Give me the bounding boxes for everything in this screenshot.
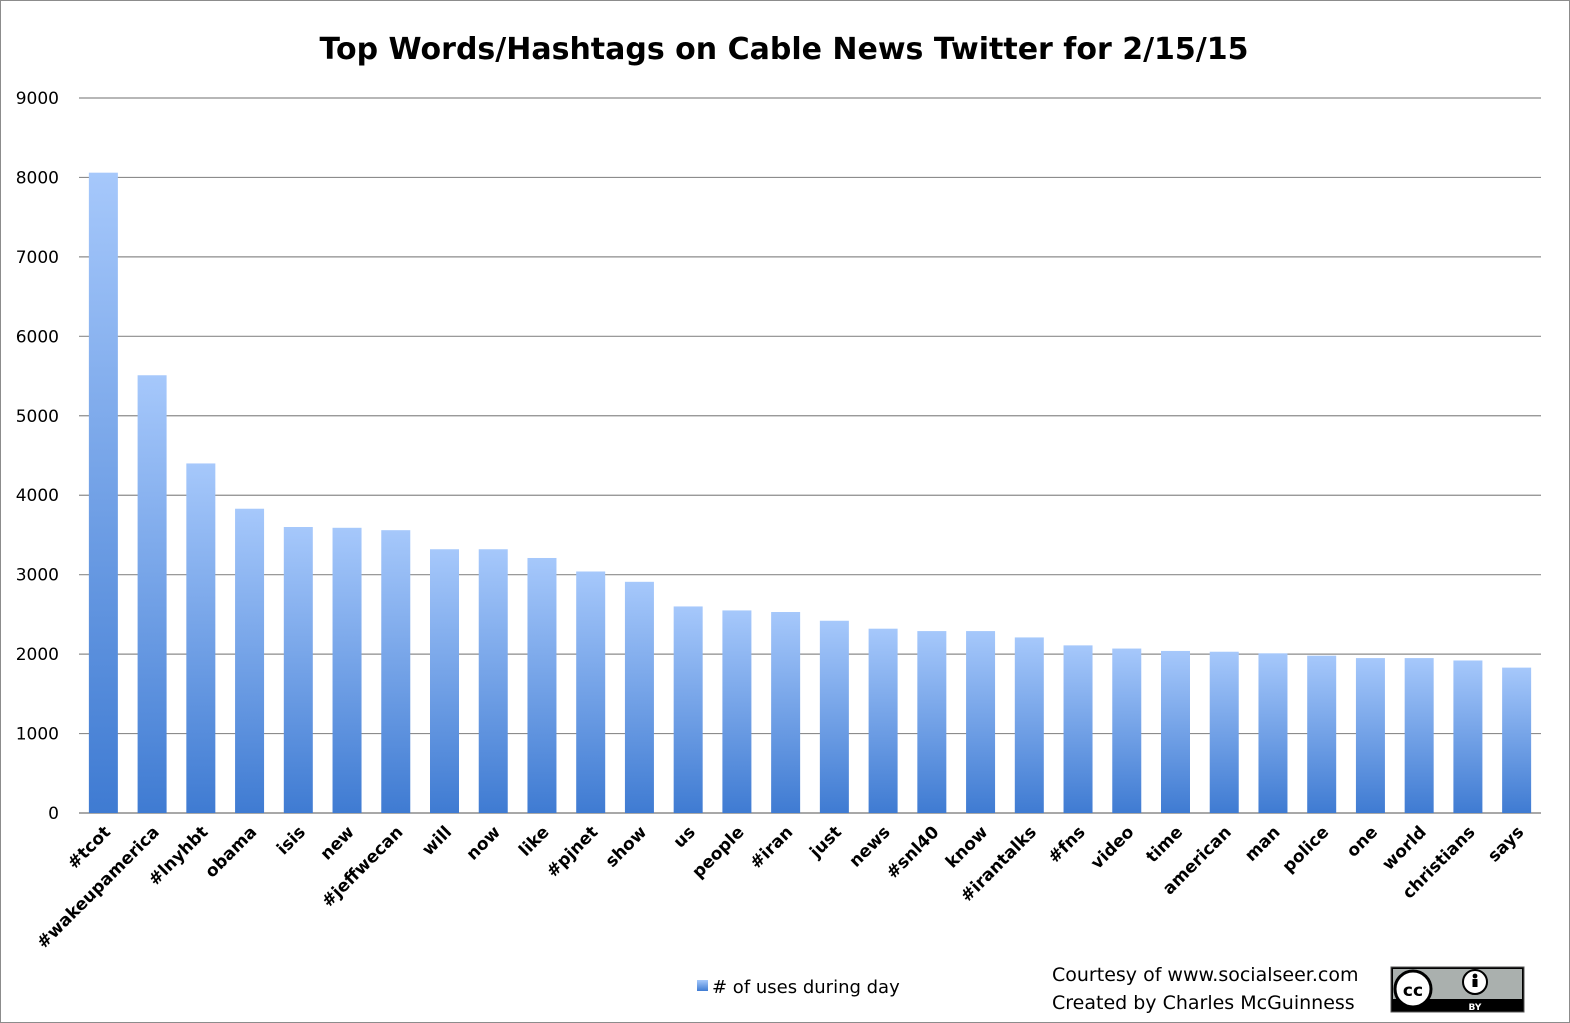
x-category-label: says <box>1484 822 1528 866</box>
gridlines <box>79 97 1541 814</box>
bar <box>478 549 508 813</box>
x-category-label: people <box>688 822 748 882</box>
bar <box>722 610 752 813</box>
legend-swatch <box>697 980 708 991</box>
x-category-label: will <box>418 822 456 860</box>
bar <box>1355 658 1385 813</box>
y-tick-label: 0 <box>48 804 59 824</box>
x-category-label: #pjnet <box>543 822 602 881</box>
bar <box>1404 658 1434 813</box>
bar <box>1112 648 1142 813</box>
bar <box>1453 660 1483 813</box>
x-category-label: police <box>1279 822 1334 877</box>
bar <box>527 557 557 813</box>
y-tick-label: 6000 <box>16 327 59 347</box>
bar <box>868 628 898 813</box>
y-tick-label: 4000 <box>16 486 59 506</box>
x-category-label: video <box>1087 822 1138 873</box>
x-category-label: man <box>1241 822 1284 865</box>
bar <box>1161 650 1190 813</box>
bar <box>771 612 801 813</box>
legend: # of uses during day <box>697 977 900 998</box>
bar <box>1307 655 1337 813</box>
x-category-label: just <box>805 822 845 862</box>
chart-title: Top Words/Hashtags on Cable News Twitter… <box>320 32 1249 67</box>
y-tick-label: 3000 <box>16 566 59 586</box>
x-category-label: isis <box>273 822 310 859</box>
bar <box>381 530 411 813</box>
y-tick-label: 1000 <box>16 725 59 745</box>
bar <box>332 527 362 813</box>
bar <box>966 631 996 813</box>
bar <box>1258 653 1288 813</box>
bar <box>673 606 703 813</box>
bar <box>1014 637 1044 813</box>
cc-badge-label: cc <box>1403 981 1423 1001</box>
bars <box>88 172 1532 813</box>
x-category-label: obama <box>201 822 261 882</box>
bar <box>624 581 654 813</box>
x-category-label: like <box>515 822 553 860</box>
creative-commons-by-icon: cc BY <box>1390 966 1525 1013</box>
x-category-label: time <box>1142 822 1187 867</box>
bar <box>1502 667 1532 813</box>
x-category-label: #iran <box>746 822 797 873</box>
x-category-label: one <box>1343 822 1382 861</box>
x-category-label: now <box>463 822 505 864</box>
y-tick-label: 7000 <box>16 248 59 268</box>
x-category-label: show <box>602 822 651 871</box>
bar <box>283 527 313 813</box>
x-category-label: us <box>670 822 700 852</box>
credit-line-1: Courtesy of www.socialseer.com <box>1052 964 1358 986</box>
legend-label: # of uses during day <box>712 977 900 998</box>
y-tick-label: 9000 <box>16 89 59 109</box>
y-axis-tick-labels: 0 1000 2000 3000 4000 5000 6000 7000 8000 9000 <box>16 89 59 824</box>
y-tick-label: 5000 <box>16 407 59 427</box>
credit-line-2: Created by Charles McGuinness <box>1052 992 1355 1014</box>
y-tick-label: 8000 <box>16 168 59 188</box>
bar <box>430 549 459 813</box>
bar <box>576 571 606 813</box>
bar <box>88 172 118 813</box>
bar <box>819 620 849 813</box>
bar <box>137 375 167 813</box>
y-tick-label: 2000 <box>16 645 59 665</box>
bar <box>235 508 265 813</box>
bar <box>1063 645 1093 813</box>
x-category-label: #snl40 <box>883 822 944 883</box>
bar <box>917 631 947 813</box>
x-category-label: new <box>317 822 359 864</box>
bar <box>186 463 216 813</box>
by-badge-label: BY <box>1469 1003 1482 1013</box>
x-category-label: #fns <box>1044 822 1089 867</box>
bar <box>1209 651 1239 813</box>
